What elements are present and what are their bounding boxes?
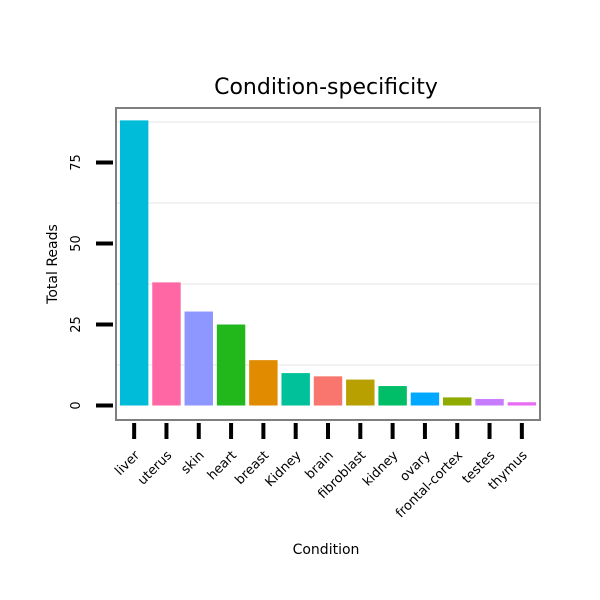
x-tick-label: kidney [360, 448, 401, 489]
bar-kidney [378, 386, 407, 406]
y-axis: 0 25 50 75 [69, 154, 113, 410]
bar-testes [475, 399, 504, 406]
bars [119, 120, 537, 406]
bar-breast [249, 360, 278, 406]
bar-ovary [410, 392, 440, 406]
bar-Kidney [281, 373, 310, 406]
x-tick-label: uterus [135, 448, 175, 488]
y-tick-label: 0 [69, 401, 84, 409]
bar-brain [313, 376, 343, 406]
chart-title: Condition-specificity [214, 75, 438, 100]
bar-skin [184, 311, 213, 406]
bar-uterus [152, 282, 181, 406]
y-tick-label: 50 [69, 235, 84, 252]
y-tick-label: 25 [69, 316, 84, 333]
gridlines [116, 121, 540, 366]
x-tick-label: Kidney [263, 448, 305, 490]
bar-thymus [507, 402, 537, 406]
y-tick-label: 75 [69, 154, 84, 171]
bar-liver [119, 120, 149, 406]
bar-frontal-cortex [443, 397, 472, 406]
bar-fibroblast [346, 379, 375, 406]
x-tick-label: skin [178, 448, 207, 477]
y-axis-label: Total Reads [45, 224, 61, 305]
x-axis-label: Condition [293, 542, 360, 558]
bar-heart [216, 324, 246, 406]
plot-frame [115, 107, 541, 421]
